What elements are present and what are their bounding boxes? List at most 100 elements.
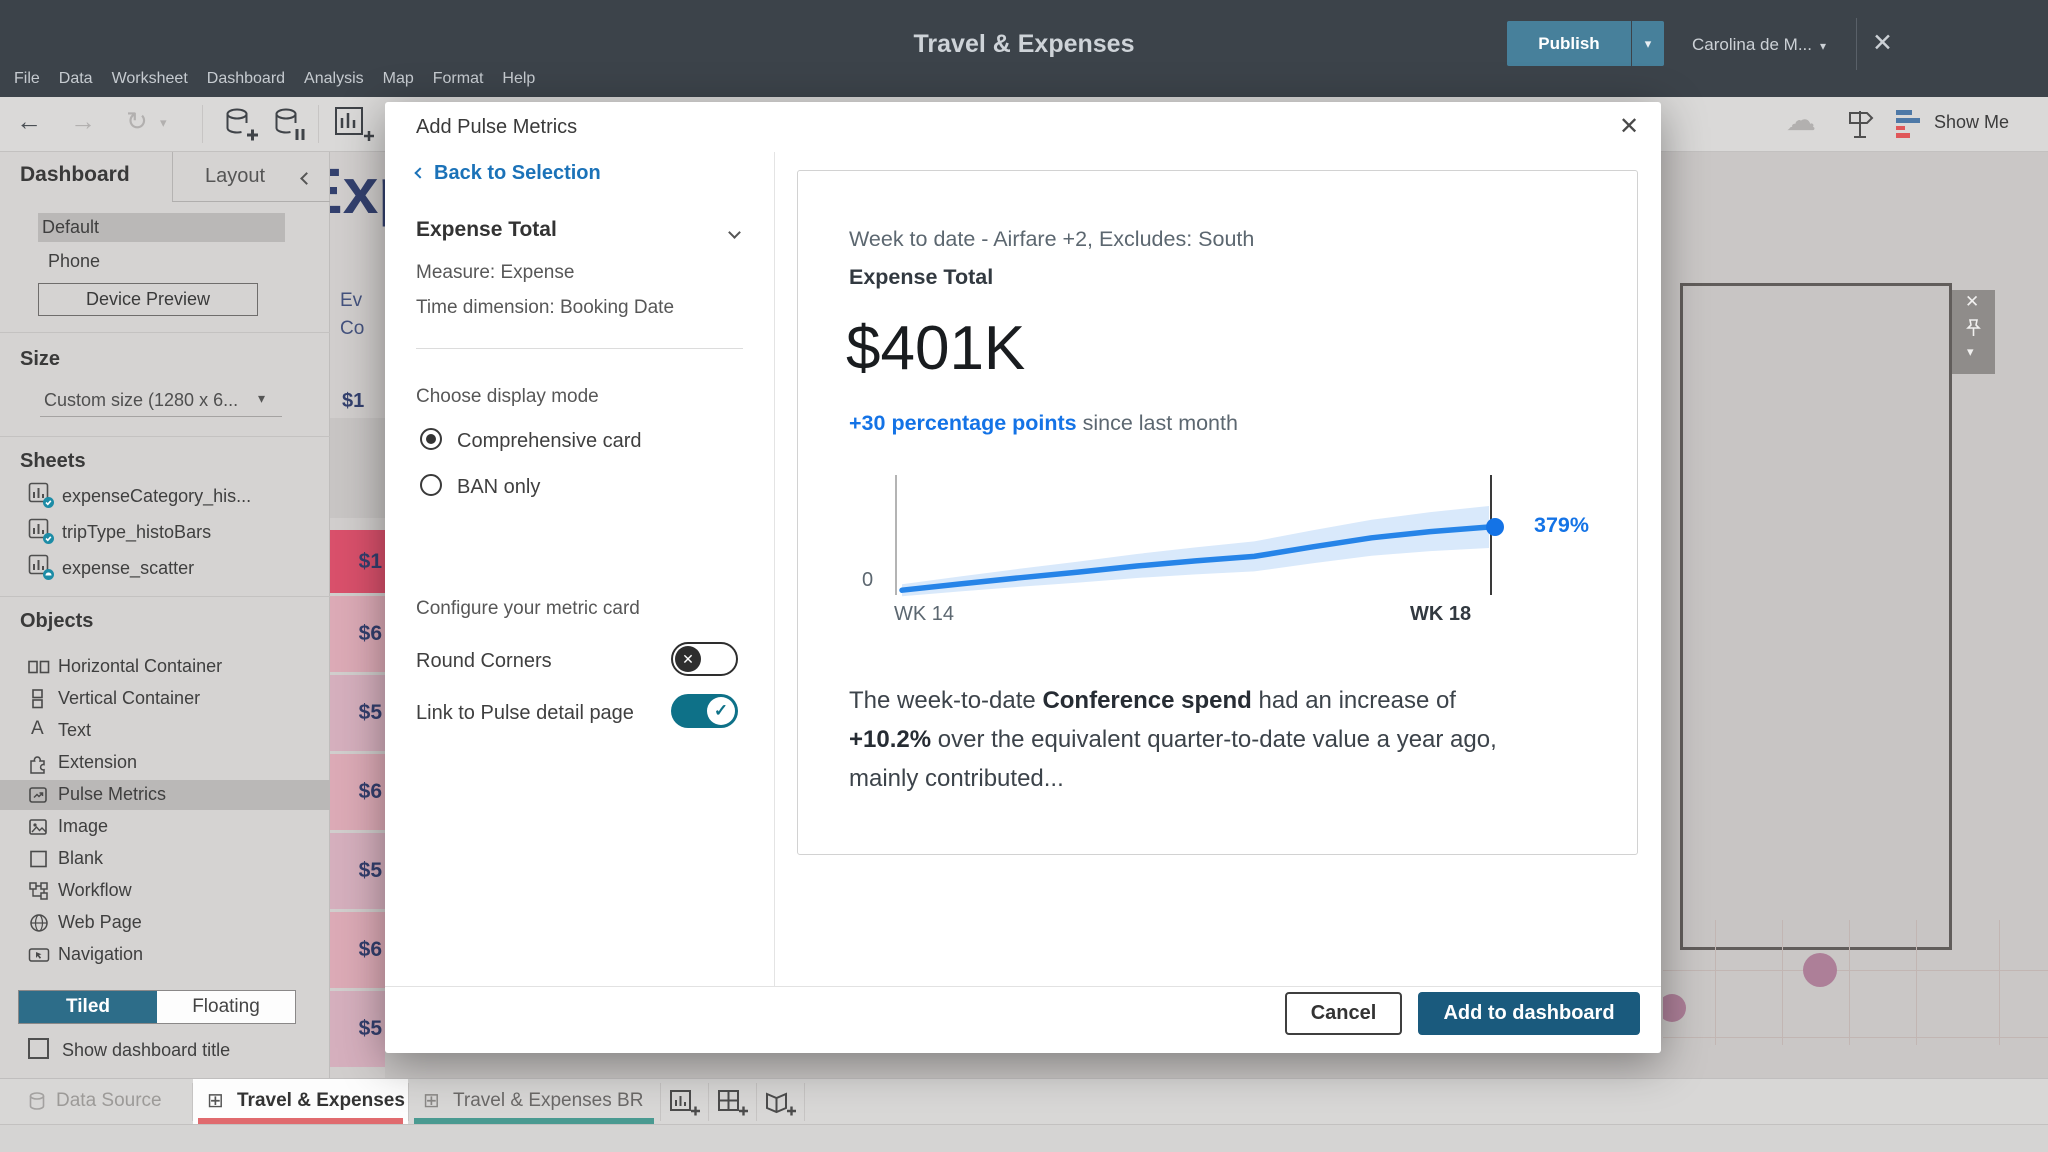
menu-bar: File Data Worksheet Dashboard Analysis M… [14,70,535,88]
sidebar-divider [0,596,330,597]
zone-controls: ✕ ▾ [1952,290,1995,374]
cancel-button[interactable]: Cancel [1285,992,1402,1035]
sheet-item[interactable]: expense_scatter [0,552,330,586]
tab-separator [408,1083,409,1121]
cell-fragment [330,418,385,518]
redo-icon[interactable]: ↻ [126,106,148,136]
configure-label: Configure your metric card [416,598,640,619]
size-caret-icon[interactable]: ▾ [258,390,266,406]
size-underline [40,416,282,417]
sheet-chart-icon [28,518,54,544]
table-cell: $5 [330,833,385,909]
device-item-default[interactable]: Default [38,213,285,242]
workflow-icon [29,882,48,900]
chevron-left-icon [414,167,426,179]
sheet-tab[interactable]: ⊞ Travel & Expenses BR [409,1079,659,1125]
object-horizontal-container[interactable]: Horizontal Container [0,652,330,682]
show-dashboard-title-label: Show dashboard title [62,1040,231,1060]
vertical-container-icon [32,689,43,709]
metric-name-dropdown[interactable]: Expense Total [416,218,557,241]
menu-file[interactable]: File [14,70,40,87]
table-cell: $1 [330,530,385,593]
data-source-tab[interactable]: Data Source [56,1090,162,1111]
radio-ban-label[interactable]: BAN only [457,476,541,498]
back-to-selection-link[interactable]: Back to Selection [414,162,601,185]
user-menu[interactable]: Carolina de M... ▾ [1692,35,1826,55]
placement-toggle: Tiled Floating [18,990,296,1024]
round-corners-label: Round Corners [416,650,552,672]
toggle-off-x-icon: ✕ [675,646,701,672]
new-story-button[interactable] [764,1088,798,1118]
publish-dropdown-caret-icon[interactable]: ▾ [1632,21,1664,66]
menu-dashboard[interactable]: Dashboard [206,70,286,87]
device-item-phone[interactable]: Phone [48,251,101,271]
object-blank[interactable]: Blank [0,844,330,874]
tab-dashboard[interactable]: Dashboard [20,163,130,186]
floating-button[interactable]: Floating [157,991,295,1023]
show-me-label[interactable]: Show Me [1934,112,2010,132]
blank-icon [30,850,47,868]
menu-map[interactable]: Map [382,70,414,87]
tab-layout[interactable]: Layout [205,165,266,187]
menu-data[interactable]: Data [58,70,93,87]
round-corners-toggle[interactable]: ✕ [671,642,738,676]
scatter-point [1803,953,1837,987]
add-pulse-metrics-dialog: Add Pulse Metrics ✕ Back to Selection Ex… [385,102,1661,1053]
object-image[interactable]: Image [0,812,330,842]
new-worksheet-button[interactable] [668,1088,702,1118]
tab-separator [192,1083,193,1121]
menu-analysis[interactable]: Analysis [304,70,364,87]
sheet-item[interactable]: expenseCategory_his... [0,480,330,514]
new-data-source-icon[interactable] [222,105,262,145]
show-dashboard-title-checkbox[interactable] [28,1038,49,1059]
menu-format[interactable]: Format [432,70,484,87]
chevron-down-icon[interactable] [728,224,741,242]
window-close-icon[interactable]: ✕ [1872,29,1893,57]
tiled-button[interactable]: Tiled [19,991,157,1023]
end-dot [1486,518,1504,536]
sheet-chart-icon [28,554,54,580]
dialog-close-icon[interactable]: ✕ [1619,113,1640,140]
device-preview-button[interactable]: Device Preview [38,283,258,316]
size-dropdown[interactable]: Custom size (1280 x 6... [44,390,239,410]
menu-worksheet[interactable]: Worksheet [111,70,188,87]
sidebar-divider [0,332,330,333]
user-name: Carolina de M... [1692,35,1812,54]
radio-comprehensive-label[interactable]: Comprehensive card [457,430,642,452]
sheet-tab-active[interactable]: ⊞ Travel & Expenses [193,1079,408,1125]
tab-separator [708,1083,709,1121]
radio-comprehensive-card[interactable] [420,428,442,450]
menu-help[interactable]: Help [502,70,536,87]
redo-caret-icon[interactable]: ▾ [160,115,167,130]
sheet-item[interactable]: tripType_histoBars [0,516,330,550]
link-detail-toggle[interactable]: ✓ [671,694,738,728]
new-dashboard-button[interactable] [716,1088,750,1118]
pause-data-source-icon[interactable] [270,105,310,145]
add-to-dashboard-button[interactable]: Add to dashboard [1418,992,1640,1035]
back-arrow-icon[interactable]: ← [16,106,42,136]
publish-button[interactable]: Publish [1507,21,1631,66]
dashboard-grid-icon: ⊞ [423,1090,440,1112]
cloud-share-icon[interactable]: ☁ [1786,104,1816,137]
dashboard-grid-icon: ⊞ [207,1090,224,1112]
object-web-page[interactable]: Web Page [0,908,330,938]
object-extension[interactable]: Extension [0,748,330,778]
object-vertical-container[interactable]: Vertical Container [0,684,330,714]
tab-separator [756,1083,757,1121]
show-me-icon[interactable] [1896,110,1924,138]
navigation-icon [28,948,50,962]
presentation-signpost-icon[interactable] [1844,107,1878,141]
forward-arrow-icon[interactable]: → [70,106,96,136]
object-pulse-metrics[interactable]: Pulse Metrics [0,780,330,810]
tab-divider [172,152,173,202]
sidebar-collapse-icon[interactable] [300,170,313,188]
panel-divider [416,348,743,349]
new-worksheet-toolbar-icon[interactable] [334,106,378,144]
radio-ban-only[interactable] [420,474,442,496]
preview-ban-value: $401K [846,314,1026,383]
object-workflow[interactable]: Workflow [0,876,330,906]
object-navigation[interactable]: Navigation [0,940,330,970]
tab-underline [414,1118,654,1124]
measure-line: Measure: Expense [416,262,575,283]
object-text[interactable]: A Text [31,718,92,740]
